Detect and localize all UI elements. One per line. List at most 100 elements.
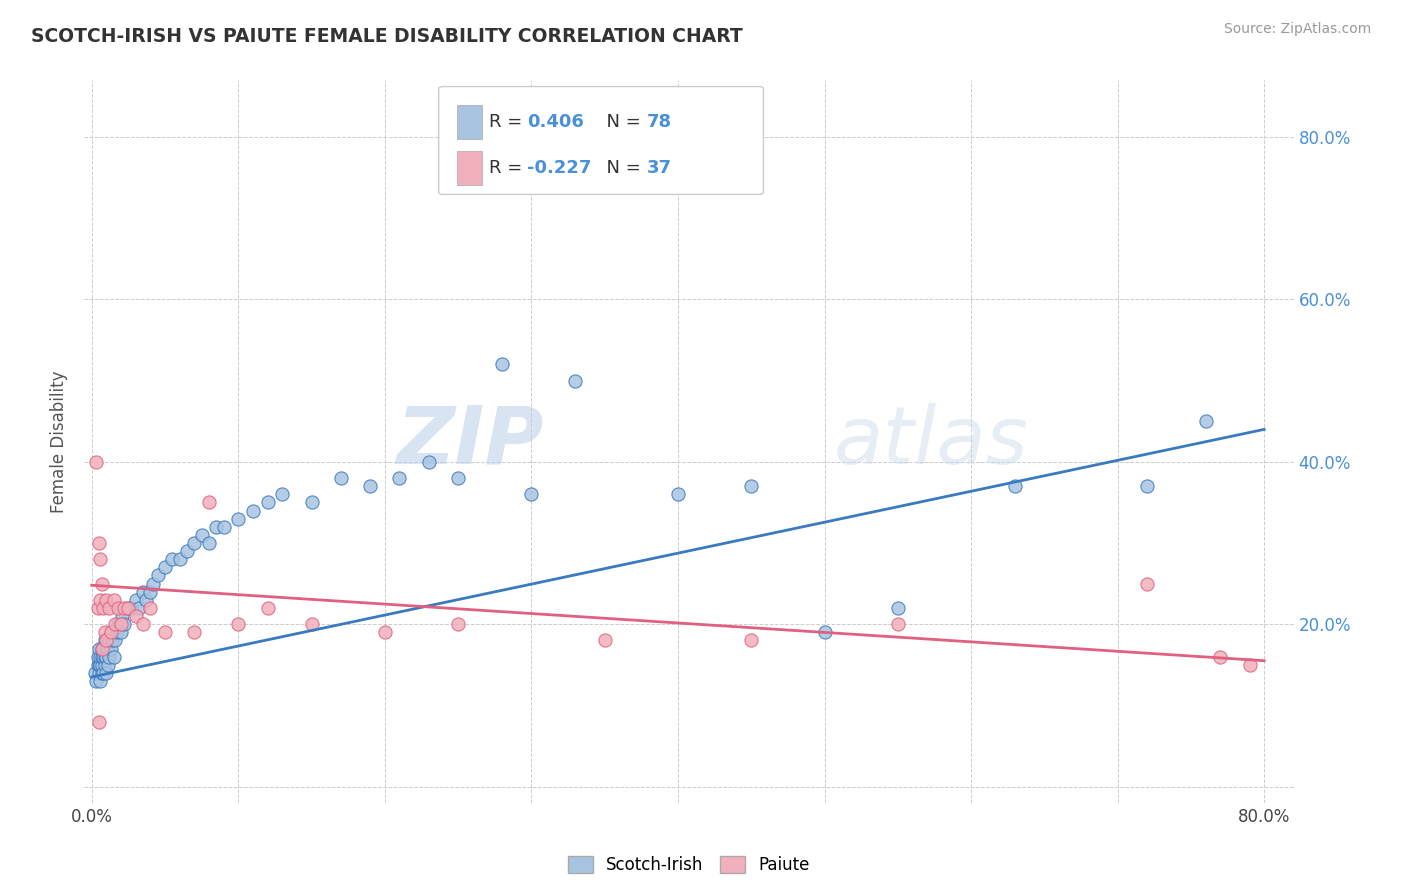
Point xyxy=(91,641,114,656)
Point xyxy=(183,625,205,640)
Point xyxy=(91,576,114,591)
Point xyxy=(103,625,125,640)
Point xyxy=(1004,479,1026,493)
Point xyxy=(91,641,114,656)
Point xyxy=(491,358,513,372)
Point xyxy=(98,633,121,648)
Text: 37: 37 xyxy=(647,160,672,178)
Text: atlas: atlas xyxy=(834,402,1029,481)
Point xyxy=(124,592,146,607)
Point xyxy=(1194,414,1216,428)
Point xyxy=(132,617,155,632)
Point xyxy=(112,617,135,632)
Point xyxy=(132,584,155,599)
Point xyxy=(388,471,411,485)
Point xyxy=(740,479,762,493)
Point xyxy=(104,617,127,632)
Point xyxy=(374,625,396,640)
Point xyxy=(418,455,440,469)
Point xyxy=(169,552,191,566)
Point xyxy=(153,625,176,640)
Point xyxy=(564,374,586,388)
Point xyxy=(607,170,630,185)
Point xyxy=(93,649,115,664)
Point xyxy=(139,584,162,599)
Point xyxy=(153,560,176,574)
Point xyxy=(105,625,128,640)
Point xyxy=(117,601,139,615)
Text: -0.227: -0.227 xyxy=(527,160,592,178)
Point xyxy=(887,617,910,632)
Point xyxy=(183,536,205,550)
Point xyxy=(242,503,264,517)
Point xyxy=(89,592,111,607)
Point xyxy=(89,673,111,688)
Text: ZIP: ZIP xyxy=(396,402,544,481)
Point xyxy=(96,592,118,607)
Text: N =: N = xyxy=(595,113,647,131)
Point xyxy=(97,641,120,656)
Point xyxy=(96,641,118,656)
Point xyxy=(120,601,142,615)
Point xyxy=(359,479,381,493)
Point xyxy=(100,625,122,640)
Point xyxy=(135,592,157,607)
Point xyxy=(271,487,294,501)
Point xyxy=(212,520,235,534)
Point xyxy=(447,471,470,485)
Point xyxy=(198,495,221,509)
Point xyxy=(87,536,110,550)
Point xyxy=(91,649,114,664)
Point xyxy=(1136,576,1159,591)
Point xyxy=(1209,649,1232,664)
Point xyxy=(666,487,689,501)
Point xyxy=(93,665,115,680)
Point xyxy=(205,520,228,534)
Point xyxy=(146,568,169,582)
Point xyxy=(110,625,132,640)
Point xyxy=(87,657,110,672)
Point xyxy=(256,495,278,509)
Point xyxy=(94,657,117,672)
Point xyxy=(329,471,352,485)
Point xyxy=(93,641,115,656)
Text: N =: N = xyxy=(595,160,647,178)
Point xyxy=(84,455,107,469)
Point xyxy=(87,641,110,656)
Y-axis label: Female Disability: Female Disability xyxy=(51,370,69,513)
Point xyxy=(887,601,910,615)
Point xyxy=(198,536,221,550)
Point xyxy=(520,487,543,501)
Point xyxy=(176,544,198,558)
Point xyxy=(117,601,139,615)
Text: R =: R = xyxy=(489,160,529,178)
Point xyxy=(101,633,124,648)
Point xyxy=(86,649,108,664)
Point xyxy=(108,617,131,632)
Point xyxy=(107,601,129,615)
Point xyxy=(1239,657,1261,672)
Point xyxy=(97,657,120,672)
Point xyxy=(98,649,121,664)
Point xyxy=(103,592,125,607)
Point xyxy=(813,625,835,640)
Point xyxy=(86,601,108,615)
Legend: Scotch-Irish, Paiute: Scotch-Irish, Paiute xyxy=(568,855,810,874)
Point xyxy=(142,576,165,591)
Point xyxy=(83,665,105,680)
Point xyxy=(89,657,111,672)
Point xyxy=(103,649,125,664)
Point xyxy=(100,625,122,640)
Point xyxy=(107,617,129,632)
Point xyxy=(94,625,117,640)
Point xyxy=(190,528,212,542)
Point xyxy=(139,601,162,615)
Text: R =: R = xyxy=(489,113,529,131)
Point xyxy=(301,617,323,632)
Point xyxy=(100,641,122,656)
Point xyxy=(226,511,249,525)
Point xyxy=(112,601,135,615)
Point xyxy=(111,609,134,624)
Point xyxy=(86,657,108,672)
Point xyxy=(89,649,111,664)
